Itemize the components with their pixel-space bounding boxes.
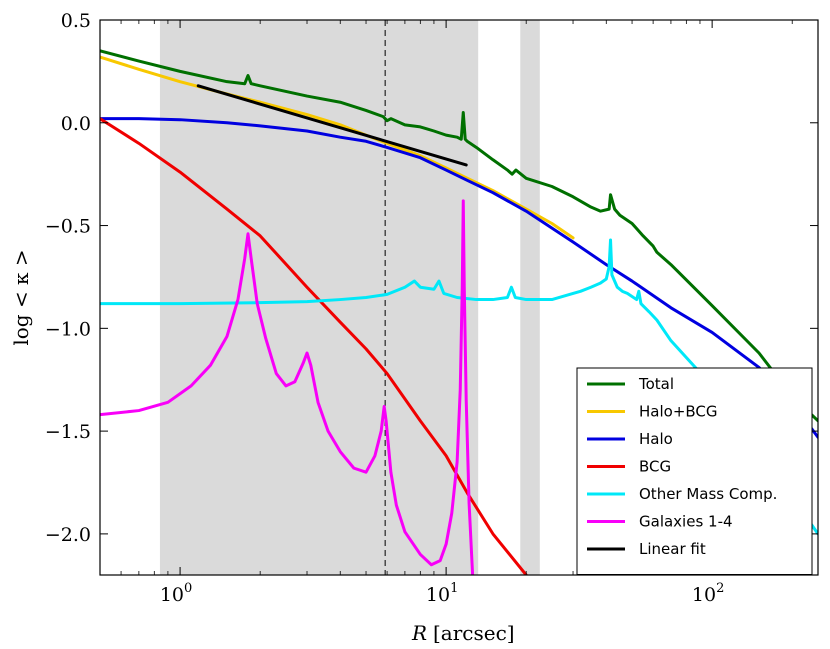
legend-label-halo-bcg: Halo+BCG xyxy=(639,403,718,421)
y-tick-label: −1.5 xyxy=(45,421,91,443)
y-tick-label: −1.0 xyxy=(45,318,91,340)
series-line-bcg xyxy=(100,117,528,575)
x-tick-label: 100 xyxy=(160,581,192,606)
series-line-total xyxy=(100,49,818,423)
shaded-region-2 xyxy=(520,20,540,575)
series-line-linear-fit xyxy=(196,84,468,167)
y-tick-label: 0.0 xyxy=(61,113,91,135)
plot-frame xyxy=(99,19,819,576)
series-line-halo xyxy=(100,117,818,439)
series-line-other-mass-comp xyxy=(100,238,818,536)
y-tick-label: −0.5 xyxy=(45,216,91,238)
x-tick-label: 101 xyxy=(426,581,458,606)
legend-label-galaxies-1-4: Galaxies 1-4 xyxy=(639,513,733,531)
legend-box xyxy=(576,367,813,575)
legend: Total Halo+BCG Halo BCG Other Mass Comp. Gala… xyxy=(576,367,813,575)
shaded-region-1 xyxy=(159,20,479,575)
axis-ticks: 100 101 102 0.5 0.0 −0.5 −1.0 −1.5 −2.0 xyxy=(45,10,818,606)
legend-label-halo: Halo xyxy=(639,430,673,448)
legend-label-other-mass-comp: Other Mass Comp. xyxy=(639,485,777,503)
x-axis-unit: [arcsec] xyxy=(433,621,515,645)
y-tick-label: 0.5 xyxy=(61,10,91,32)
x-axis-label: R [arcsec] xyxy=(411,621,515,645)
series-lines xyxy=(100,49,818,575)
series-line-galaxies-1-4 xyxy=(100,199,475,575)
legend-label-bcg: BCG xyxy=(639,458,671,476)
y-tick-label: −2.0 xyxy=(45,524,91,546)
legend-label-total: Total xyxy=(638,375,674,393)
legend-label-linear-fit: Linear fit xyxy=(639,540,706,558)
x-axis-variable: R xyxy=(411,621,427,645)
x-tick-label: 102 xyxy=(692,581,724,606)
y-axis-label: log < κ > xyxy=(9,249,33,345)
shaded-regions xyxy=(159,20,540,575)
